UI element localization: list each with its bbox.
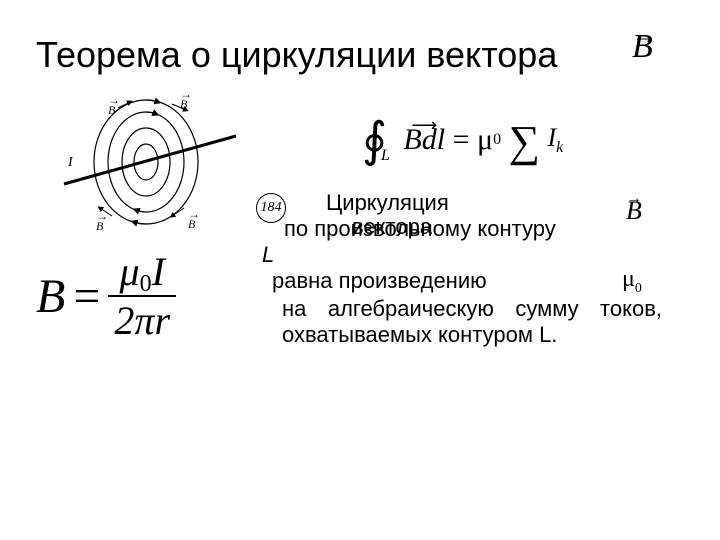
inline-vec-b: → B xyxy=(626,196,642,226)
main-formula: B = μ0I 2πr xyxy=(36,248,176,344)
mu-symbol: μ xyxy=(477,123,493,157)
label-B2: B xyxy=(180,97,188,111)
mu-sub-zero: 0 xyxy=(493,131,501,149)
body-line-1a: Циркуляция xyxy=(326,190,449,216)
vec-bdl: ⟶ Bdl xyxy=(403,123,445,157)
label-I: I xyxy=(67,155,74,170)
mf-mu-zero: 0 xyxy=(140,271,152,297)
sum-wrap: ∑ Ik xyxy=(509,118,564,162)
mf-den: 2πr xyxy=(108,297,176,344)
mf-B: B xyxy=(36,269,65,324)
label-B4: B xyxy=(96,219,104,232)
body-line-4: равна произведению xyxy=(272,268,487,294)
label-B1: B xyxy=(108,103,116,117)
sum-symbol: ∑ xyxy=(509,120,540,164)
body-line-5: на алгебраическую сумму токов, охватывае… xyxy=(282,296,662,349)
field-diagram: I → B → B → B → B xyxy=(60,92,240,232)
oint-sub-L: L xyxy=(381,147,390,165)
label-B3: B xyxy=(188,217,196,231)
mf-I: I xyxy=(152,249,165,294)
page-badge: 184 xyxy=(256,193,286,223)
mf-mu: μ xyxy=(120,249,140,294)
body-line-3: L xyxy=(262,242,274,268)
title-vector-b: B xyxy=(632,28,653,66)
inline-mu0: μ0 xyxy=(622,266,642,297)
integral-equation: ∮ L ⟶ Bdl = μ0 ∑ Ik xyxy=(362,112,563,168)
slide-title: Теорема о циркуляции вектора xyxy=(36,34,676,76)
mf-fraction: μ0I 2πr xyxy=(108,248,176,344)
eq-sign-1: = xyxy=(453,123,470,157)
ik: Ik xyxy=(547,123,563,157)
mf-eq: = xyxy=(65,269,108,324)
body-line-2: по произвольному контуру xyxy=(284,216,556,242)
inline-b-arrow: → xyxy=(626,190,642,208)
vec-arrow-bdl: ⟶ xyxy=(403,115,445,136)
